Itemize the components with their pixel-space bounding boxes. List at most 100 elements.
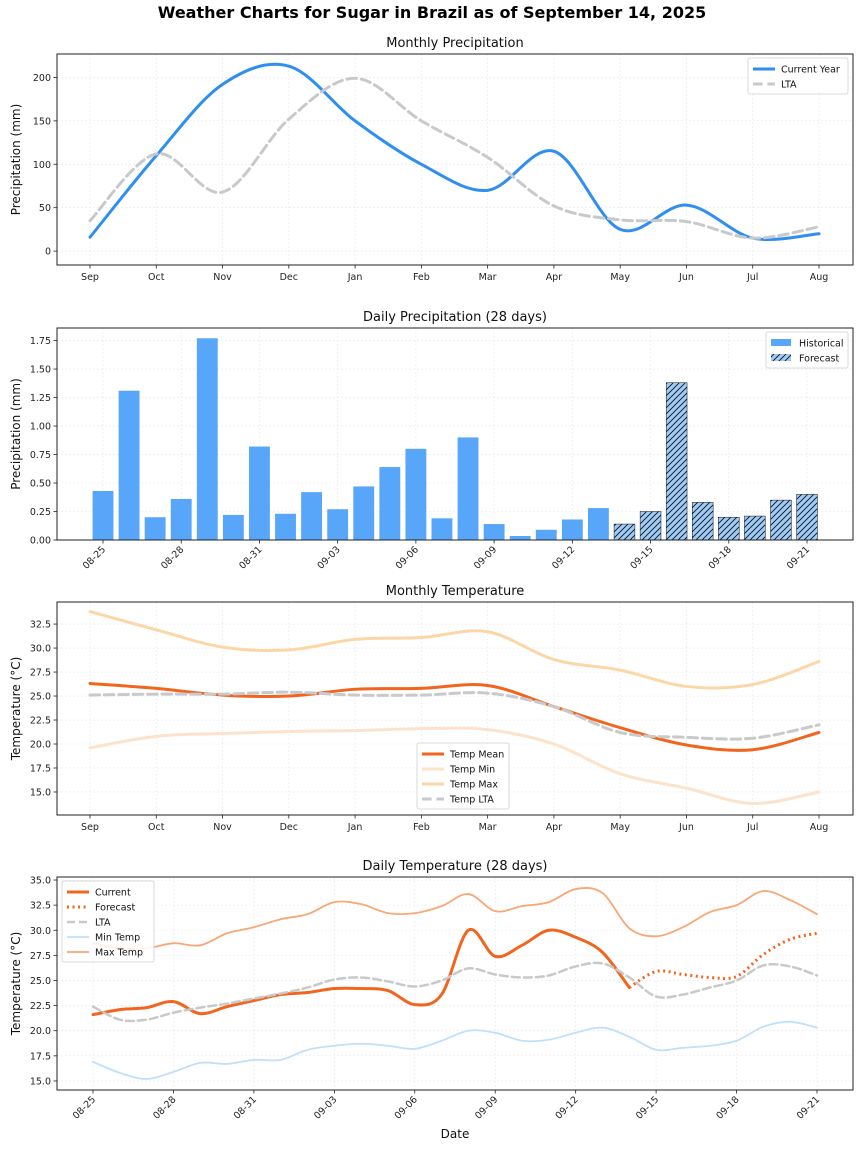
y-axis-label: Temperature (°C) — [9, 657, 23, 762]
y-tick-label: 0 — [45, 247, 51, 258]
bar-historical-08-25 — [92, 490, 114, 540]
x-tick-label: 09-15 — [628, 544, 655, 571]
x-tick-label: 08-31 — [232, 1094, 259, 1121]
x-tick-label: 09-21 — [785, 544, 812, 571]
y-tick-label: 17.5 — [30, 1051, 51, 1062]
legend-label: Historical — [799, 339, 844, 350]
y-tick-label: 27.5 — [30, 951, 51, 962]
bar-historical-08-28 — [170, 498, 192, 540]
legend-label: Current Year — [781, 65, 840, 76]
bar-historical-09-09 — [483, 524, 505, 540]
series-line-current-year — [88, 62, 821, 242]
bar-historical-09-06 — [405, 448, 427, 540]
bar-historical-09-13 — [587, 508, 609, 540]
bar-forecast-09-16 — [665, 382, 688, 540]
x-tick-label: Oct — [148, 272, 165, 283]
bar-forecast-09-20 — [770, 499, 792, 540]
legend: Current Forecast LTA Min Temp Max Temp — [61, 880, 155, 963]
chart-2: Daily Precipitation (28 days) 0.00 0.25 0.5… — [9, 310, 854, 572]
x-tick-label: 08-25 — [81, 544, 108, 571]
y-tick-label: 22.5 — [30, 1001, 51, 1012]
x-tick-label: 09-03 — [312, 1094, 339, 1121]
legend-box — [416, 742, 510, 810]
x-tick-label: Mar — [479, 822, 497, 833]
legend-label: Current — [95, 888, 131, 899]
legend-box — [61, 880, 155, 963]
x-tick-label: Oct — [148, 822, 165, 833]
chart-3: Monthly Temperature 15.0 17.5 20.0 22.5 25.0 2… — [9, 584, 854, 833]
y-tick-label: 20.0 — [30, 740, 51, 751]
x-tick-label: 08-31 — [237, 544, 264, 571]
series-line-current — [91, 927, 631, 1017]
x-tick-label: Jan — [347, 272, 363, 283]
plot-area — [91, 887, 819, 1080]
legend-label: Temp Max — [449, 780, 498, 791]
x-tick-label: Dec — [280, 822, 298, 833]
y-tick-label: 0.75 — [30, 450, 51, 461]
x-tick-label: Mar — [479, 272, 497, 283]
bar-historical-09-01 — [275, 513, 296, 540]
series-line-min-temp — [92, 1020, 818, 1080]
x-tick-label: Feb — [413, 272, 430, 283]
y-tick-label: 32.5 — [30, 620, 51, 631]
chart-1: Monthly Precipitation 0 50 100 150 200 Sep Oct N… — [9, 36, 854, 283]
plot-frame — [56, 601, 854, 816]
legend-label: Temp Min — [449, 765, 495, 776]
y-tick-label: 15.0 — [30, 787, 51, 798]
legend-label: Temp Mean — [449, 750, 504, 761]
series-line-max-temp — [92, 887, 818, 950]
bar-historical-09-04 — [353, 486, 375, 540]
x-tick-label: 09-18 — [707, 544, 734, 571]
x-tick-label: Nov — [213, 822, 232, 833]
y-tick-label: 32.5 — [30, 901, 51, 912]
plot-frame — [56, 53, 854, 266]
bar-historical-09-07 — [431, 518, 453, 540]
y-tick-label: 1.75 — [30, 336, 51, 347]
x-tick-label: 08-28 — [151, 1094, 178, 1121]
bar-forecast-09-19 — [744, 515, 766, 540]
x-tick-label: Sep — [81, 822, 99, 833]
x-tick-label: 09-03 — [315, 544, 342, 571]
plot-area — [88, 62, 821, 242]
y-tick-label: 50 — [39, 203, 51, 214]
y-tick-label: 22.5 — [30, 716, 51, 727]
x-tick-label: Sep — [81, 272, 99, 283]
x-tick-label: Aug — [810, 822, 829, 833]
series-line-temp-lta — [88, 690, 821, 741]
legend: Current Year LTA — [747, 57, 849, 95]
y-tick-label: 15.0 — [30, 1076, 51, 1087]
bar-historical-09-12 — [561, 519, 583, 540]
x-axis-label: Date — [441, 1127, 470, 1141]
x-tick-label: Jul — [746, 272, 758, 283]
bar-historical-09-02 — [301, 492, 323, 540]
bar-historical-09-10 — [509, 536, 531, 540]
y-tick-label: 25.0 — [30, 976, 51, 987]
x-tick-label: 08-25 — [71, 1094, 98, 1121]
bar-forecast-09-17 — [692, 502, 714, 540]
bar-forecast-09-15 — [639, 511, 662, 540]
x-tick-label: 09-06 — [393, 1094, 420, 1121]
bar-historical-08-31 — [249, 446, 270, 540]
series-line-lta — [88, 76, 821, 240]
y-tick-label: 1.00 — [30, 422, 51, 433]
x-tick-label: 09-12 — [553, 1094, 580, 1121]
x-tick-label: May — [610, 822, 630, 833]
plot-area — [88, 610, 821, 805]
series-line-lta — [91, 961, 819, 1023]
y-axis-label: Temperature (°C) — [9, 932, 23, 1037]
legend-label: LTA — [95, 918, 111, 929]
series-line-forecast — [628, 931, 818, 989]
legend-label: Temp LTA — [449, 795, 494, 806]
legend-label: Forecast — [95, 903, 135, 914]
legend-label: Min Temp — [95, 933, 140, 944]
y-axis-label: Precipitation (mm) — [9, 378, 23, 490]
x-tick-label: Jan — [347, 822, 363, 833]
x-tick-label: 09-15 — [634, 1094, 661, 1121]
bar-historical-09-03 — [327, 509, 349, 540]
x-tick-label: 08-28 — [159, 544, 186, 571]
x-tick-label: Dec — [280, 272, 298, 283]
y-tick-label: 200 — [33, 73, 51, 84]
x-tick-label: May — [610, 272, 630, 283]
bar-historical-09-08 — [457, 437, 479, 540]
bar-historical-09-11 — [535, 529, 557, 540]
